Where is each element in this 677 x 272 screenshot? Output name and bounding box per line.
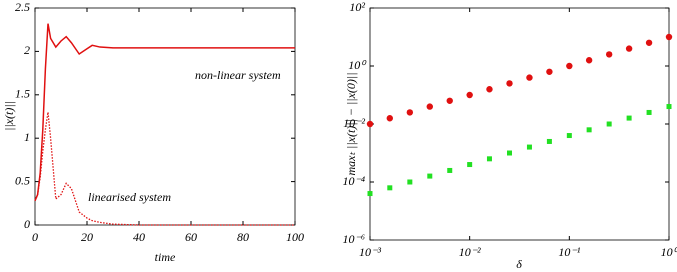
point — [566, 133, 572, 139]
point — [426, 103, 433, 110]
y-tick-label: 1 — [24, 130, 30, 144]
left-frame — [34, 7, 296, 226]
point — [526, 74, 533, 81]
y-tick-label: 2.5 — [15, 0, 30, 14]
point — [626, 115, 632, 121]
y-tick-label: 10⁰ — [348, 58, 367, 72]
point — [526, 144, 532, 150]
point — [506, 80, 513, 87]
point — [666, 104, 672, 110]
point — [586, 127, 592, 133]
y-axis-label: ||x(t)|| — [2, 101, 16, 131]
x-tick-label: 100 — [286, 230, 304, 244]
y-tick-label: 10² — [349, 0, 365, 14]
series-annotation: non-linear system — [195, 68, 281, 82]
point — [585, 57, 593, 64]
point — [646, 109, 652, 115]
point — [366, 120, 374, 128]
point — [387, 185, 393, 191]
point — [466, 91, 473, 99]
point — [507, 150, 513, 156]
y-tick-label: 10⁻² — [343, 116, 365, 130]
point — [486, 86, 493, 93]
point — [665, 33, 673, 41]
right-frame — [369, 7, 670, 241]
point — [625, 45, 633, 52]
y-tick-label: 10⁻⁴ — [342, 174, 365, 188]
y-tick-label: 2 — [24, 43, 30, 57]
line — [34, 112, 295, 226]
point — [486, 156, 492, 162]
point — [427, 173, 433, 179]
point — [606, 121, 612, 127]
point — [406, 109, 414, 116]
point — [605, 51, 613, 58]
point — [645, 39, 653, 46]
y-tick-label: 1.5 — [15, 87, 30, 101]
x-tick-label: 10⁰ — [661, 245, 677, 259]
point — [446, 97, 453, 104]
point — [546, 138, 552, 144]
line — [34, 23, 295, 201]
point — [407, 179, 413, 185]
x-tick-label: 10⁻² — [459, 245, 481, 259]
y-tick-label: 10⁻⁶ — [342, 232, 365, 246]
point — [367, 191, 373, 197]
point — [386, 115, 393, 122]
point — [467, 162, 473, 168]
x-tick-label: 10⁻¹ — [558, 245, 580, 259]
series-annotation: linearised system — [88, 190, 171, 204]
x-axis-label: time — [155, 250, 176, 264]
x-tick-label: 80 — [237, 230, 249, 244]
y-tick-label: 0.5 — [15, 173, 30, 187]
point — [566, 62, 573, 70]
x-axis-label: δ — [516, 257, 522, 271]
y-axis-label: maxₜ ||x(t)|| − ||x(0)|| — [344, 73, 358, 176]
x-tick-label: 40 — [133, 230, 145, 244]
x-tick-label: 10⁻³ — [359, 245, 381, 259]
x-tick-label: 60 — [185, 230, 197, 244]
x-tick-label: 0 — [32, 230, 38, 244]
point — [447, 167, 453, 173]
point — [546, 68, 553, 75]
y-tick-label: 0 — [24, 217, 30, 231]
x-tick-label: 20 — [81, 230, 93, 244]
